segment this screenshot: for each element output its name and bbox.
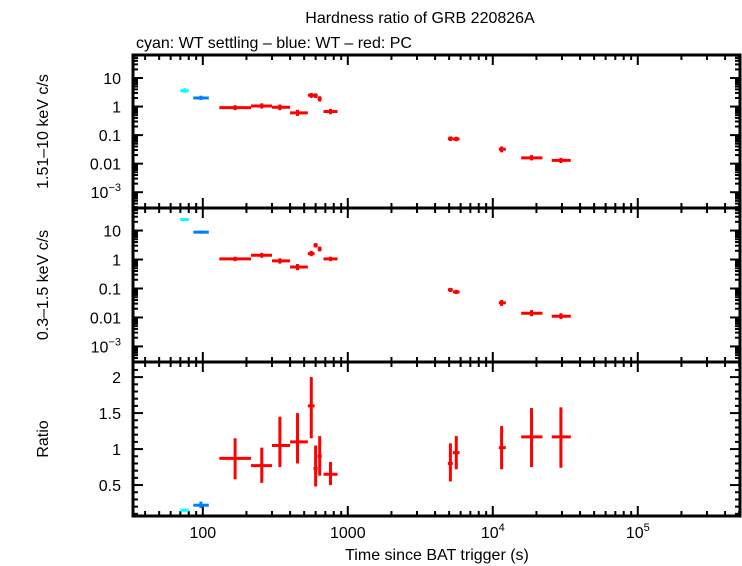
- y-tick-label: 1: [112, 442, 121, 459]
- data-point: [271, 104, 291, 111]
- data-point: [521, 155, 543, 161]
- data-point: [521, 310, 543, 317]
- data-point: [313, 445, 318, 487]
- y-tick-label: 10−3: [91, 336, 121, 356]
- x-tick-label: 1000: [330, 525, 366, 542]
- data-point: [313, 93, 318, 98]
- series-pc: [219, 243, 571, 320]
- y-tick-label: 0.1: [99, 281, 121, 298]
- y-tick-label: 1: [112, 253, 121, 270]
- data-point: [271, 258, 291, 264]
- y-axis-label-hard: 1.51–10 keV c/s: [35, 74, 52, 189]
- data-point: [271, 416, 291, 468]
- x-tick-labels: 100 1000 104 105: [189, 522, 649, 542]
- series-pc: [219, 92, 571, 164]
- data-point: [180, 218, 189, 222]
- data-point: [219, 105, 252, 111]
- y-tick-label: 0.1: [99, 128, 121, 145]
- data-point: [313, 243, 318, 248]
- data-point: [323, 462, 338, 486]
- data-point: [521, 408, 543, 468]
- y-tick-label: 1.5: [99, 406, 121, 423]
- data-point: [307, 377, 315, 439]
- panel-frame: [131, 206, 742, 364]
- data-point: [290, 264, 308, 271]
- data-point: [317, 246, 322, 252]
- data-point: [323, 256, 338, 262]
- x-tick-label: 104: [481, 522, 505, 542]
- data-point: [180, 88, 189, 93]
- x-axis-label: Time since BAT trigger (s): [345, 547, 529, 564]
- data-point: [452, 289, 460, 295]
- data-point: [498, 426, 506, 470]
- panel-ratio: 2 1.5 1 0.5 Ratio: [35, 360, 742, 518]
- y-tick-label: 0.5: [99, 478, 121, 495]
- data-point: [498, 146, 506, 153]
- data-point: [251, 447, 272, 483]
- x-tick-label: 100: [189, 525, 216, 542]
- y-tick-label: 10−3: [91, 182, 121, 202]
- series-wt: [193, 230, 209, 234]
- y-tick-label: 10: [103, 224, 121, 241]
- data-point: [551, 157, 571, 164]
- chart-title: Hardness ratio of GRB 220826A: [305, 10, 535, 27]
- data-point: [447, 136, 453, 142]
- series-wt_settling: [180, 88, 189, 93]
- data-point: [193, 501, 209, 509]
- data-point: [447, 443, 453, 482]
- y-axis-label-soft: 0.3–1.5 keV c/s: [35, 230, 52, 340]
- series-wt: [193, 95, 209, 100]
- y-axis-label-ratio: Ratio: [35, 420, 52, 457]
- data-point: [193, 95, 209, 100]
- panel-frame: [131, 360, 742, 518]
- series-wt: [193, 501, 209, 509]
- data-point: [498, 300, 506, 306]
- y-tick-label: 2: [112, 370, 121, 387]
- x-tick-label: 105: [626, 522, 650, 542]
- panel-hard: 10 1 0.1 0.01 10−3 1.51–10 keV c/s: [35, 53, 742, 210]
- data-point: [307, 92, 315, 98]
- data-point: [180, 508, 189, 512]
- data-point: [447, 287, 453, 292]
- data-point: [551, 407, 571, 468]
- y-tick-label: 1: [112, 100, 121, 117]
- series-pc: [219, 377, 571, 487]
- data-point: [193, 230, 209, 234]
- series-wt_settling: [180, 218, 189, 222]
- data-point: [452, 436, 460, 470]
- data-point: [251, 252, 272, 258]
- data-point: [323, 108, 338, 115]
- data-point: [551, 313, 571, 320]
- panel-frame: [131, 53, 742, 210]
- series-wt_settling: [180, 508, 189, 512]
- data-point: [290, 109, 308, 116]
- data-point: [219, 256, 252, 262]
- y-tick-label: 0.01: [90, 310, 121, 327]
- data-point: [317, 96, 322, 102]
- data-point: [219, 438, 252, 480]
- data-point: [290, 413, 308, 464]
- y-tick-label: 0.01: [90, 157, 121, 174]
- panel-soft: 10 1 0.1 0.01 10−3 0.3–1.5 keV c/s: [35, 206, 742, 364]
- data-point: [251, 103, 272, 109]
- chart-subtitle: cyan: WT settling – blue: WT – red: PC: [136, 35, 412, 52]
- data-point: [452, 136, 460, 142]
- y-tick-label: 10: [103, 71, 121, 88]
- data-point: [307, 250, 315, 257]
- data-point: [317, 436, 322, 476]
